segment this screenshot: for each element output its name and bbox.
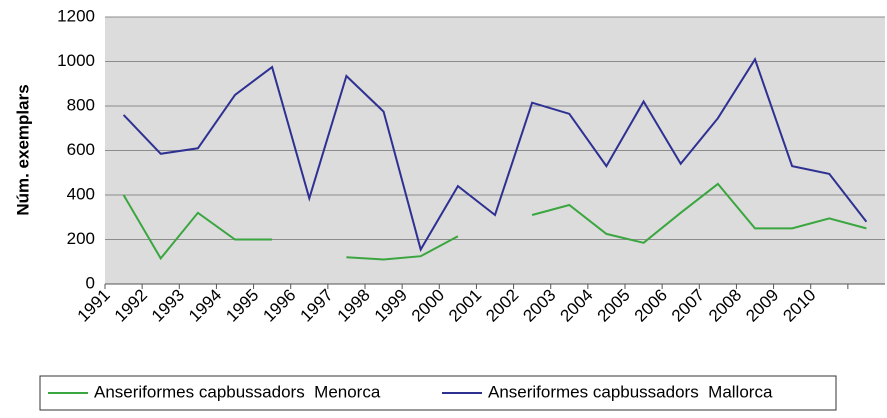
x-tick-label: 1995 [222, 285, 262, 325]
x-tick-label: 1999 [371, 285, 411, 325]
x-tick-label: 2006 [631, 285, 671, 325]
legend-label: Anseriformes capbussadors Menorca [94, 382, 381, 401]
x-tick-label: 2000 [408, 285, 448, 325]
x-tick-label: 1998 [334, 285, 374, 325]
x-tick-label: 2009 [742, 285, 782, 325]
x-tick-label: 2010 [779, 285, 819, 325]
y-tick-label: 1200 [57, 6, 95, 25]
y-tick-label: 600 [67, 140, 95, 159]
x-tick-label: 1994 [185, 285, 225, 325]
y-tick-label: 1000 [57, 51, 95, 70]
y-axis-label: Núm. exemplars [13, 84, 32, 215]
y-tick-label: 800 [67, 95, 95, 114]
x-tick-label: 2002 [482, 285, 522, 325]
x-tick-label: 2008 [705, 285, 745, 325]
x-tick-label: 1993 [148, 285, 188, 325]
x-tick-label: 1997 [297, 285, 337, 325]
x-tick-label: 2001 [445, 285, 485, 325]
y-tick-label: 200 [67, 229, 95, 248]
y-tick-label: 0 [86, 273, 95, 292]
x-tick-label: 2007 [668, 285, 708, 325]
x-tick-label: 2003 [519, 285, 559, 325]
x-tick-label: 2004 [557, 285, 597, 325]
series-line [122, 57, 868, 253]
x-tick-label: 1992 [111, 285, 151, 325]
series-line [122, 182, 867, 261]
y-tick-label: 400 [67, 184, 95, 203]
x-tick-label: 2005 [594, 285, 634, 325]
x-tick-label: 1996 [259, 285, 299, 325]
x-tick-label: 1991 [74, 285, 114, 325]
legend [39, 375, 837, 411]
legend-label: Anseriformes capbussadors Mallorca [488, 382, 773, 401]
